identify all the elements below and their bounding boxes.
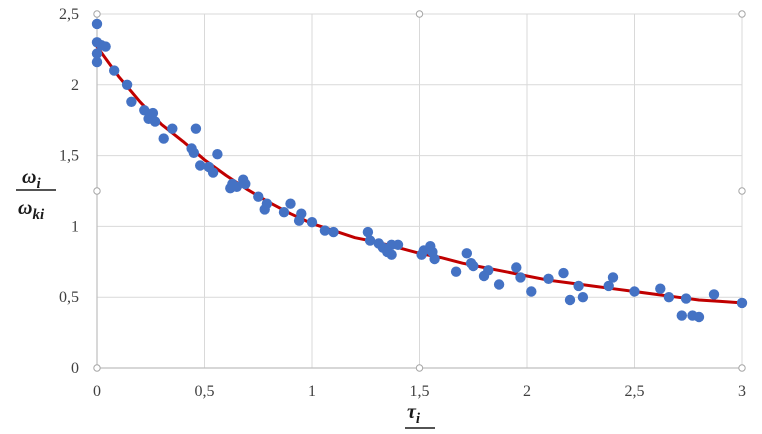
- y-tick-label: 0: [71, 360, 79, 377]
- data-point: [564, 294, 576, 306]
- data-point: [468, 260, 479, 272]
- x-tick-label: 2: [523, 383, 531, 400]
- data-point: [121, 79, 133, 91]
- data-point: [109, 65, 120, 76]
- chart-area-handle[interactable]: [415, 10, 424, 18]
- data-point: [306, 217, 318, 228]
- chart-area-handle[interactable]: [93, 364, 101, 372]
- data-point: [91, 56, 103, 68]
- y-label-numerator: ωi: [22, 166, 41, 192]
- data-point: [450, 266, 462, 277]
- data-point: [126, 96, 137, 108]
- data-point: [429, 253, 440, 265]
- data-point: [296, 208, 307, 219]
- data-point: [158, 133, 169, 144]
- data-point: [261, 198, 273, 209]
- data-point: [607, 272, 619, 283]
- data-point: [603, 280, 614, 292]
- data-point: [240, 178, 251, 190]
- data-point: [231, 181, 242, 192]
- grid: [97, 13, 743, 368]
- data-point: [91, 18, 103, 30]
- data-point: [483, 265, 494, 276]
- x-axis-label: τi: [405, 401, 435, 429]
- chart-area-handle[interactable]: [93, 187, 101, 195]
- data-point: [285, 198, 296, 209]
- data-point: [693, 311, 705, 323]
- tick-labels: 0 0,5 1 1,5 2 2,5 3 0 0,5 1 1,5 2 2,5: [59, 6, 746, 400]
- data-point: [195, 160, 206, 171]
- data-point: [207, 167, 219, 178]
- data-point: [680, 293, 692, 304]
- data-point: [573, 280, 584, 292]
- x-tick-label: 1,5: [410, 383, 430, 400]
- data-point: [149, 116, 161, 127]
- plot-frame: [93, 10, 746, 372]
- y-tick-label: 2,5: [59, 6, 79, 23]
- data-point: [362, 226, 374, 238]
- data-point: [364, 235, 376, 246]
- x-tick-label: 2,5: [625, 383, 645, 400]
- data-point: [319, 225, 331, 236]
- data-point: [328, 226, 339, 238]
- data-point: [190, 123, 202, 134]
- data-point: [676, 310, 687, 321]
- chart-area-handle[interactable]: [738, 187, 746, 195]
- data-point: [100, 41, 111, 52]
- y-tick-label: 1,5: [59, 148, 79, 165]
- x-tick-label: 1: [308, 383, 316, 400]
- data-point: [511, 262, 522, 273]
- y-tick-label: 0,5: [59, 289, 79, 306]
- data-point: [558, 267, 569, 279]
- chart-area-handle[interactable]: [738, 10, 746, 18]
- data-point: [515, 272, 526, 283]
- y-axis-label: ωi ωki: [16, 166, 56, 223]
- data-point: [577, 292, 589, 303]
- data-point: [386, 249, 397, 260]
- x-label-text: τi: [407, 401, 421, 427]
- y-label-denominator: ωki: [18, 197, 45, 223]
- data-points: [91, 18, 748, 323]
- data-point: [188, 147, 199, 158]
- data-point: [708, 289, 720, 300]
- data-point: [736, 297, 748, 309]
- x-tick-label: 0,5: [195, 383, 215, 400]
- data-point: [91, 48, 103, 59]
- data-point: [461, 248, 472, 259]
- data-point: [543, 273, 554, 284]
- chart-area-handle[interactable]: [93, 10, 101, 18]
- x-tick-label: 3: [738, 383, 746, 400]
- data-point: [139, 105, 150, 116]
- data-point: [147, 107, 159, 119]
- y-tick-label: 1: [71, 218, 79, 235]
- data-point: [526, 286, 537, 297]
- data-point: [663, 292, 675, 303]
- data-point: [278, 207, 290, 218]
- data-point: [212, 149, 223, 160]
- data-point: [493, 279, 505, 290]
- data-point: [253, 191, 264, 202]
- y-tick-label: 2: [71, 77, 79, 94]
- data-point: [655, 283, 666, 294]
- chart-area-handle[interactable]: [738, 364, 746, 372]
- data-point: [167, 123, 178, 134]
- data-point: [392, 239, 404, 250]
- x-tick-label: 0: [93, 383, 101, 400]
- data-point: [629, 286, 640, 297]
- chart-area-handle[interactable]: [415, 364, 424, 372]
